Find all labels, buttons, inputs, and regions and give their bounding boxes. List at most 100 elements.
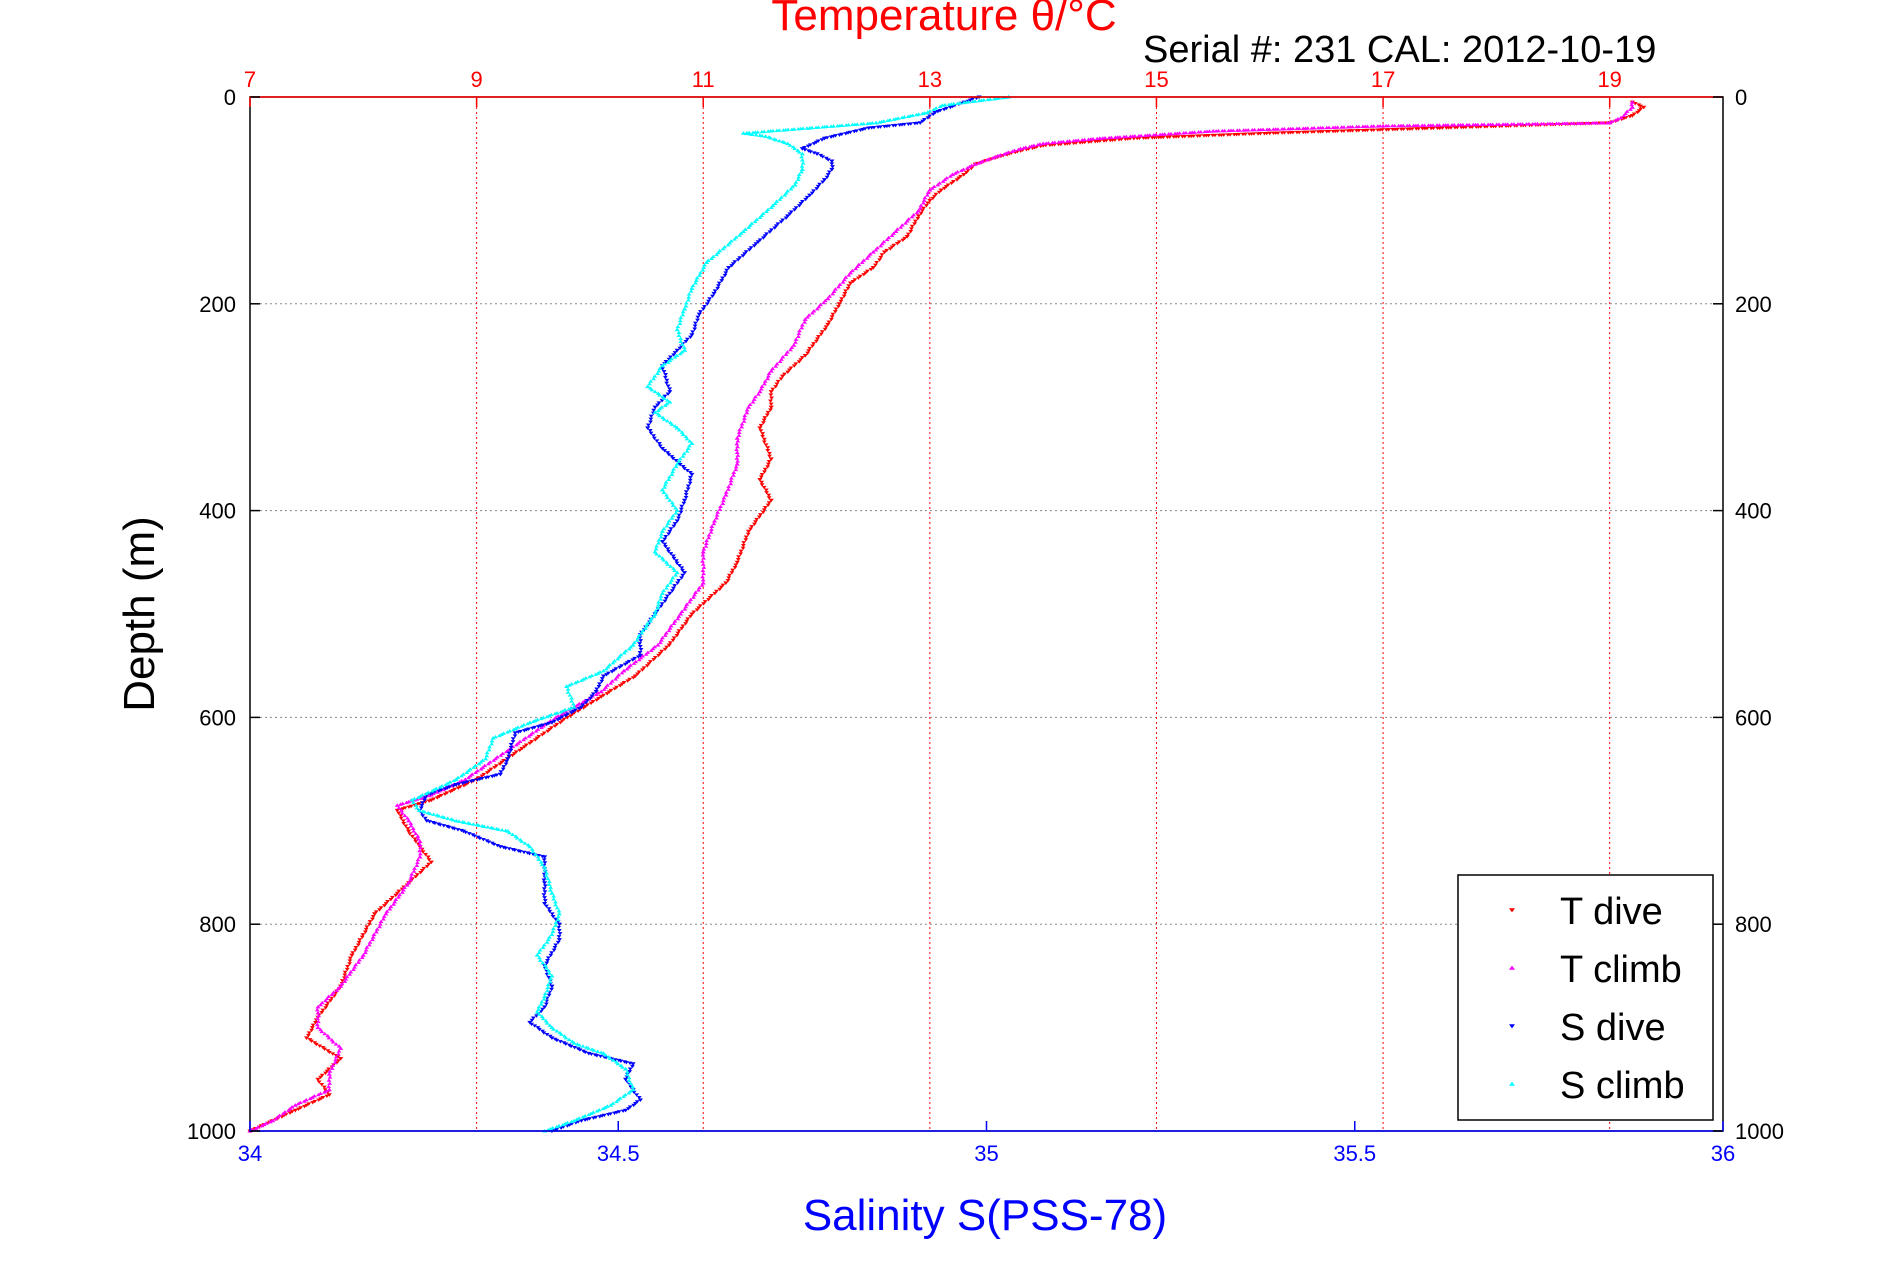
data-point-interpolated (377, 908, 382, 912)
data-point-interpolated (802, 320, 808, 324)
data-point-interpolated (1464, 122, 1470, 127)
data-point-interpolated (833, 307, 839, 311)
data-point-interpolated (1151, 133, 1157, 137)
data-point-interpolated (885, 118, 891, 122)
data-point-interpolated (733, 563, 739, 567)
data-point-interpolated (681, 345, 687, 349)
data-point-interpolated (742, 416, 747, 420)
data-point (689, 612, 695, 617)
data-point (825, 322, 831, 327)
data-point-interpolated (586, 1046, 591, 1050)
data-point-interpolated (333, 1042, 339, 1046)
data-point-interpolated (626, 1078, 632, 1083)
data-point-interpolated (666, 549, 671, 554)
data-point (689, 286, 695, 290)
data-point-interpolated (373, 910, 379, 914)
data-point-interpolated (1064, 139, 1070, 143)
data-point-interpolated (442, 787, 448, 791)
data-point-interpolated (1009, 149, 1015, 153)
data-point-interpolated (726, 484, 732, 489)
data-point-interpolated (805, 315, 810, 319)
data-point-interpolated (743, 535, 749, 539)
data-point (659, 447, 666, 451)
data-point-interpolated (678, 336, 684, 340)
data-point-interpolated (548, 888, 553, 892)
data-point-interpolated (261, 1122, 267, 1126)
data-point-interpolated (1404, 123, 1410, 128)
data-point-interpolated (355, 943, 361, 947)
data-point-interpolated (912, 222, 918, 226)
data-point-interpolated (700, 568, 706, 573)
data-point-interpolated (1553, 121, 1559, 126)
data-point-interpolated (669, 422, 675, 426)
data-point-interpolated (768, 399, 773, 403)
data-point-interpolated (418, 806, 424, 810)
data-point (542, 855, 548, 860)
data-point-interpolated (1479, 122, 1485, 127)
data-point-interpolated (753, 520, 758, 524)
data-point-interpolated (1485, 122, 1491, 126)
data-point-interpolated (603, 685, 609, 689)
data-point-interpolated (374, 930, 379, 934)
data-point-interpolated (733, 464, 739, 469)
data-point-interpolated (706, 299, 711, 304)
data-point-interpolated (1500, 122, 1506, 126)
data-point-interpolated (490, 826, 496, 830)
data-point-interpolated (667, 641, 673, 645)
data-point-interpolated (542, 991, 548, 996)
data-point (600, 668, 607, 673)
data-point-interpolated (1339, 129, 1345, 133)
data-point-interpolated (841, 294, 847, 298)
data-point (995, 153, 1001, 158)
data-point-interpolated (319, 1011, 325, 1015)
data-point-interpolated (752, 522, 757, 527)
data-point-interpolated (484, 750, 490, 755)
data-point-interpolated (798, 358, 804, 362)
data-point-interpolated (925, 190, 931, 195)
data-point-interpolated (673, 511, 679, 515)
data-point-interpolated (1071, 138, 1077, 143)
data-point-interpolated (660, 367, 665, 371)
data-point-interpolated (826, 320, 832, 324)
data-point-interpolated (858, 122, 864, 126)
data-point-interpolated (1043, 141, 1049, 145)
data-point (394, 808, 400, 813)
data-point (674, 327, 680, 332)
data-point-interpolated (1441, 123, 1446, 127)
data-point-interpolated (539, 999, 545, 1004)
data-point-interpolated (950, 104, 956, 109)
data-point-interpolated (637, 642, 643, 646)
data-point-interpolated (543, 874, 549, 878)
data-point-interpolated (653, 547, 659, 551)
data-point-interpolated (714, 252, 719, 257)
data-point-interpolated (617, 684, 623, 688)
data-point-interpolated (826, 170, 832, 174)
data-point-interpolated (480, 765, 486, 769)
data-point-interpolated (537, 958, 543, 962)
data-point-interpolated (345, 965, 350, 969)
data-point-interpolated (758, 475, 764, 479)
data-point-interpolated (554, 722, 560, 727)
data-point-interpolated (1136, 133, 1142, 138)
data-point-interpolated (829, 162, 835, 166)
data-point (534, 953, 540, 957)
data-point-interpolated (580, 1115, 586, 1119)
data-point-interpolated (497, 733, 502, 738)
data-point-interpolated (796, 175, 802, 179)
data-point-interpolated (510, 740, 516, 744)
data-point-interpolated (836, 304, 841, 309)
data-point-interpolated (683, 340, 689, 344)
data-point-interpolated (360, 933, 366, 937)
data-point (645, 426, 651, 430)
data-point (549, 984, 555, 989)
data-point-interpolated (445, 816, 451, 820)
data-point-interpolated (679, 576, 684, 580)
data-point-interpolated (655, 403, 660, 407)
data-point-interpolated (322, 1088, 328, 1092)
data-point-interpolated (634, 1093, 640, 1097)
data-point-interpolated (758, 429, 764, 433)
data-point (779, 374, 786, 379)
data-point-interpolated (553, 923, 558, 928)
data-point-interpolated (403, 824, 409, 828)
data-point-interpolated (1419, 123, 1425, 127)
